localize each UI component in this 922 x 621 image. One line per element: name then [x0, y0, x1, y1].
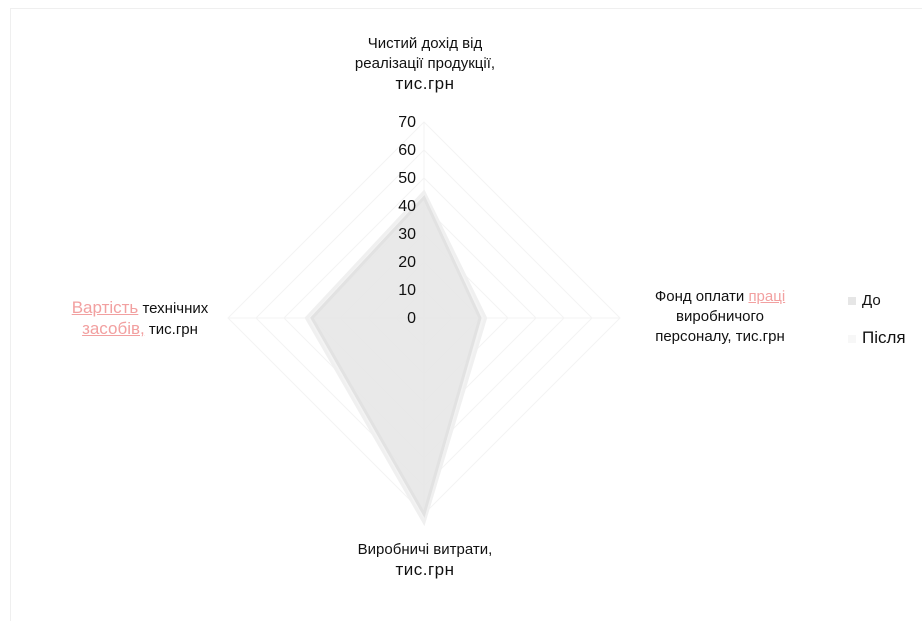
- legend-swatch-after: [848, 334, 856, 343]
- legend-item-after: Після: [848, 328, 906, 348]
- tick-label: 0: [407, 310, 416, 327]
- tick-label: 20: [398, 254, 416, 271]
- axis-label-payroll: Фонд оплати праці виробничого персоналу,…: [654, 288, 786, 345]
- series-area-before: [310, 194, 482, 518]
- tick-label: 50: [398, 170, 416, 187]
- tick-label: 10: [398, 282, 416, 299]
- axis-label-equipment: Вартість технічних засобів, тис.грн: [71, 298, 209, 338]
- legend-swatch-before: [848, 297, 856, 306]
- chart-frame: [10, 8, 922, 621]
- tick-label: 40: [398, 198, 416, 215]
- axis-label-costs: Виробничі витрати, тис.грн: [357, 541, 493, 579]
- tick-label: 30: [398, 226, 416, 243]
- legend-item-before: До: [848, 292, 881, 309]
- axis-label-income: Чистий дохід від реалізації продукції, т…: [354, 35, 496, 93]
- tick-label: 60: [398, 142, 416, 159]
- tick-label: 70: [398, 114, 416, 131]
